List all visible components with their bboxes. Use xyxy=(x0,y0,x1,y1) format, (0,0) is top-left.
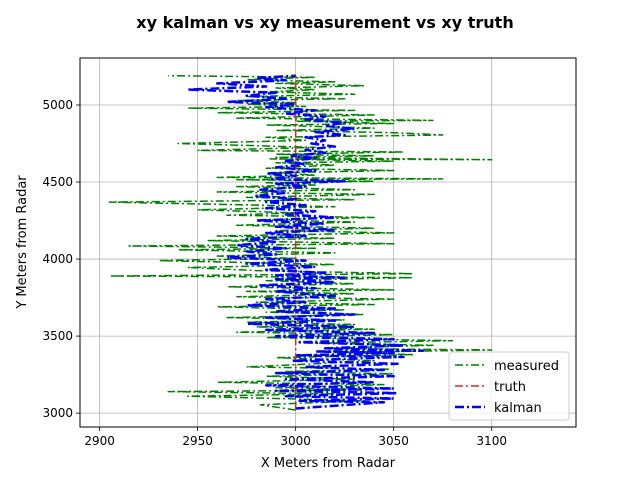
x-tick-label: 3000 xyxy=(280,434,311,448)
y-tick-label: 4500 xyxy=(42,175,73,189)
axes-frame xyxy=(79,57,577,428)
series-line-kalman xyxy=(186,74,425,410)
y-tick-label: 3000 xyxy=(42,406,73,420)
legend-frame xyxy=(448,351,570,421)
x-tick-label: 2950 xyxy=(182,434,213,448)
chart-title: xy kalman vs xy measurement vs xy truth xyxy=(136,13,513,32)
x-tick-label: 2900 xyxy=(84,434,115,448)
legend-label-measured: measured xyxy=(494,359,559,374)
y-tick-label: 5000 xyxy=(42,98,73,112)
x-tick-label: 3100 xyxy=(476,434,507,448)
legend-label-kalman: kalman xyxy=(494,401,542,416)
legend: measured truth kalman xyxy=(448,351,570,421)
legend-label-truth: truth xyxy=(494,380,526,395)
y-tick-label: 3500 xyxy=(42,329,73,343)
x-tick-label: 3050 xyxy=(378,434,409,448)
series-layer xyxy=(108,74,493,411)
y-axis-ticks: 3000 3500 4000 4500 5000 xyxy=(42,98,80,420)
y-axis-label: Y Meters from Radar xyxy=(15,175,30,310)
y-tick-label: 4000 xyxy=(42,252,73,266)
x-axis-ticks: 2900 2950 3000 3050 3100 xyxy=(84,427,507,448)
x-axis-label: X Meters from Radar xyxy=(261,456,396,471)
